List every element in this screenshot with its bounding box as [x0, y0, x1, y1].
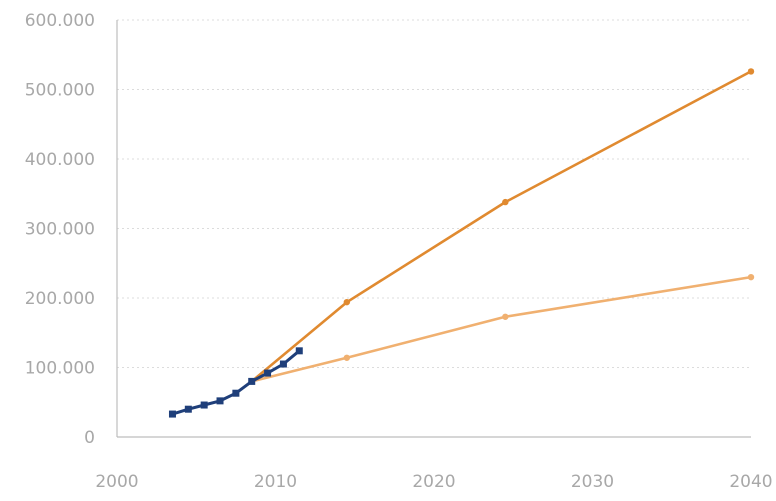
y-axis-ticks: 0 100.000 200.000 300.000 400.000 500.000 600.…	[25, 11, 95, 448]
data-point	[343, 298, 351, 306]
data-point	[343, 354, 351, 361]
y-tick-label: 600.000	[25, 11, 95, 31]
data-point	[184, 405, 192, 413]
y-tick-label: 0	[84, 428, 95, 448]
data-point	[502, 313, 509, 320]
x-tick-label: 2010	[254, 472, 297, 492]
data-point	[502, 198, 509, 206]
data-point	[295, 347, 303, 355]
x-tick-label: 2020	[412, 472, 455, 492]
data-point	[216, 397, 224, 405]
x-tick-label: 2000	[95, 472, 138, 492]
grid-lines	[117, 19, 751, 368]
y-tick-label: 200.000	[25, 289, 95, 309]
series-line-2	[250, 275, 753, 383]
data-point	[200, 401, 208, 409]
x-tick-label: 2030	[571, 472, 614, 492]
data-point	[747, 273, 755, 281]
data-point	[168, 410, 176, 418]
y-tick-label: 100.000	[25, 359, 95, 379]
series-line-1	[250, 70, 753, 383]
data-point	[747, 68, 755, 75]
y-tick-label: 300.000	[25, 220, 95, 240]
data-point	[264, 369, 272, 377]
y-tick-label: 400.000	[25, 150, 95, 170]
data-point	[279, 360, 287, 368]
data-point	[248, 377, 256, 385]
y-tick-label: 500.000	[25, 81, 95, 101]
data-point	[232, 389, 240, 397]
series-lines	[168, 68, 755, 418]
x-axis-ticks: 2000 2010 2020 2030 2040	[95, 472, 772, 492]
series-line-0	[171, 349, 301, 416]
x-tick-label: 2040	[729, 472, 772, 492]
